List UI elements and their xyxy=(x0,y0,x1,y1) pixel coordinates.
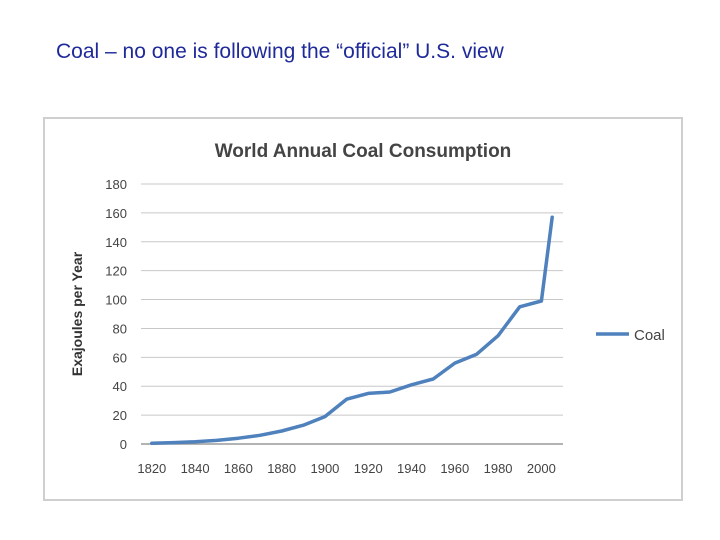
x-tick-label: 1840 xyxy=(181,461,210,476)
data-point xyxy=(540,299,543,303)
y-tick-label: 120 xyxy=(105,264,127,279)
series-line-coal xyxy=(150,215,554,446)
data-point xyxy=(496,334,500,337)
y-tick-label: 0 xyxy=(120,437,127,452)
x-tick-label: 1960 xyxy=(440,461,469,476)
legend-label: Coal xyxy=(634,327,665,344)
y-tick-label: 100 xyxy=(105,293,127,308)
data-point xyxy=(323,415,327,418)
chart-title: World Annual Coal Consumption xyxy=(215,141,512,162)
legend: Coal xyxy=(596,327,665,344)
x-tick-label: 1980 xyxy=(484,461,513,476)
data-point xyxy=(475,353,478,356)
x-tick-label: 1940 xyxy=(397,461,426,476)
data-point xyxy=(345,398,348,401)
y-tick-label: 40 xyxy=(113,379,127,394)
x-tick-label: 2000 xyxy=(527,461,556,476)
x-tick-label: 1860 xyxy=(224,461,253,476)
data-point xyxy=(388,390,392,394)
series-layer xyxy=(150,215,554,446)
data-point xyxy=(431,377,435,381)
chart-frame xyxy=(43,117,683,501)
y-tick-label: 80 xyxy=(113,321,127,336)
data-point xyxy=(367,392,370,395)
data-point xyxy=(518,305,521,308)
x-tick-label: 1920 xyxy=(354,461,383,476)
y-tick-label: 180 xyxy=(105,177,127,192)
data-point xyxy=(453,361,456,365)
x-tick-label: 1820 xyxy=(137,461,166,476)
data-point xyxy=(410,383,413,386)
y-axis-label: Exajoules per Year xyxy=(69,251,85,376)
y-tick-label: 160 xyxy=(105,206,127,221)
y-tick-labels: 0 20 40 60 80 100 120 140 160 180 xyxy=(105,177,127,452)
y-tick-label: 60 xyxy=(113,350,127,365)
data-point xyxy=(302,424,305,427)
slide-title: Coal – no one is following the “official… xyxy=(56,40,504,63)
data-point xyxy=(172,441,175,444)
x-tick-label: 1880 xyxy=(267,461,296,476)
data-point xyxy=(150,442,154,445)
y-tick-label: 140 xyxy=(105,235,127,250)
x-tick-label: 1900 xyxy=(310,461,339,476)
x-tick-labels: 1820 1840 1860 1880 1900 1920 1940 1960 1980 2000 xyxy=(137,461,555,476)
grid-lines xyxy=(141,183,563,445)
data-point xyxy=(215,439,218,442)
y-tick-label: 20 xyxy=(113,408,127,423)
data-point xyxy=(193,440,197,444)
data-point xyxy=(237,437,240,440)
data-point xyxy=(258,434,262,437)
data-point xyxy=(550,216,554,219)
data-point xyxy=(280,429,283,433)
